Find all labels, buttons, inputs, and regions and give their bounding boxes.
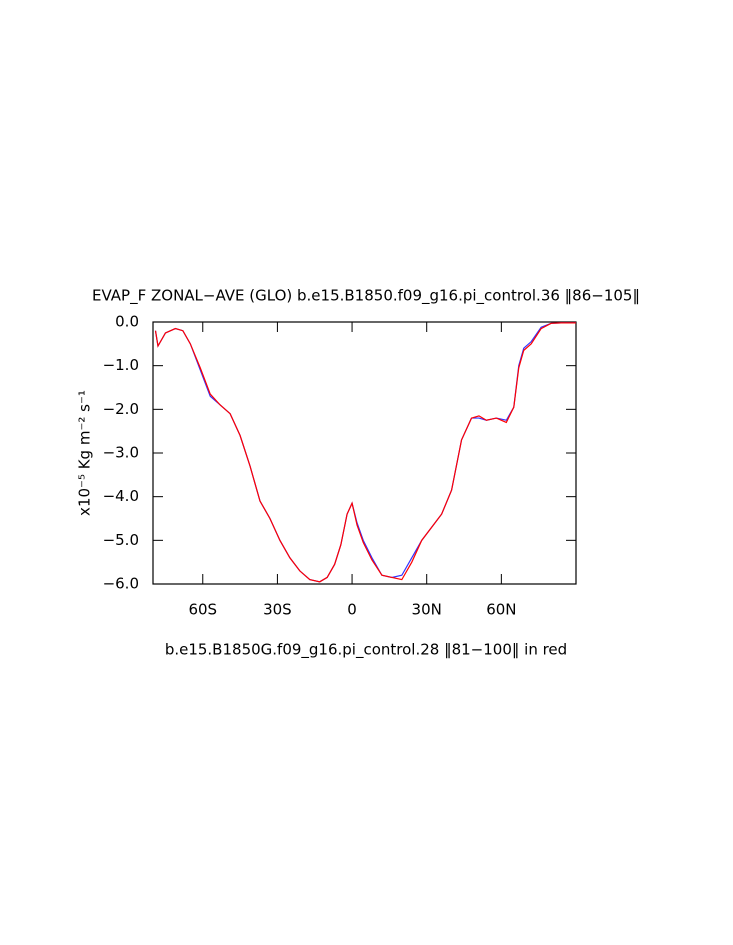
y-tick-label: −5.0 xyxy=(103,531,139,549)
x-tick-label: 60S xyxy=(188,601,217,619)
series-line xyxy=(154,322,576,583)
y-axis-label: x10⁻⁵ Kg m⁻² s⁻¹ xyxy=(76,390,94,516)
y-tick-label: 0.0 xyxy=(115,313,139,331)
x-tick-label: 30S xyxy=(263,601,292,619)
y-tick-label: −2.0 xyxy=(103,400,139,418)
y-tick-label: −1.0 xyxy=(103,356,139,374)
x-tick-label: 30N xyxy=(412,601,442,619)
x-axis-label: b.e15.B1850G.f09_g16.pi_control.28 ‖81−1… xyxy=(165,641,567,660)
series-line xyxy=(154,322,576,583)
y-tick-label: −4.0 xyxy=(103,487,139,505)
y-tick-label: −3.0 xyxy=(103,444,139,462)
y-tick-label: −6.0 xyxy=(103,575,139,593)
chart-title: EVAP_F ZONAL−AVE (GLO) b.e15.B1850.f09_g… xyxy=(92,287,640,306)
x-tick-label: 0 xyxy=(347,601,357,619)
x-tick-label: 60N xyxy=(486,601,516,619)
